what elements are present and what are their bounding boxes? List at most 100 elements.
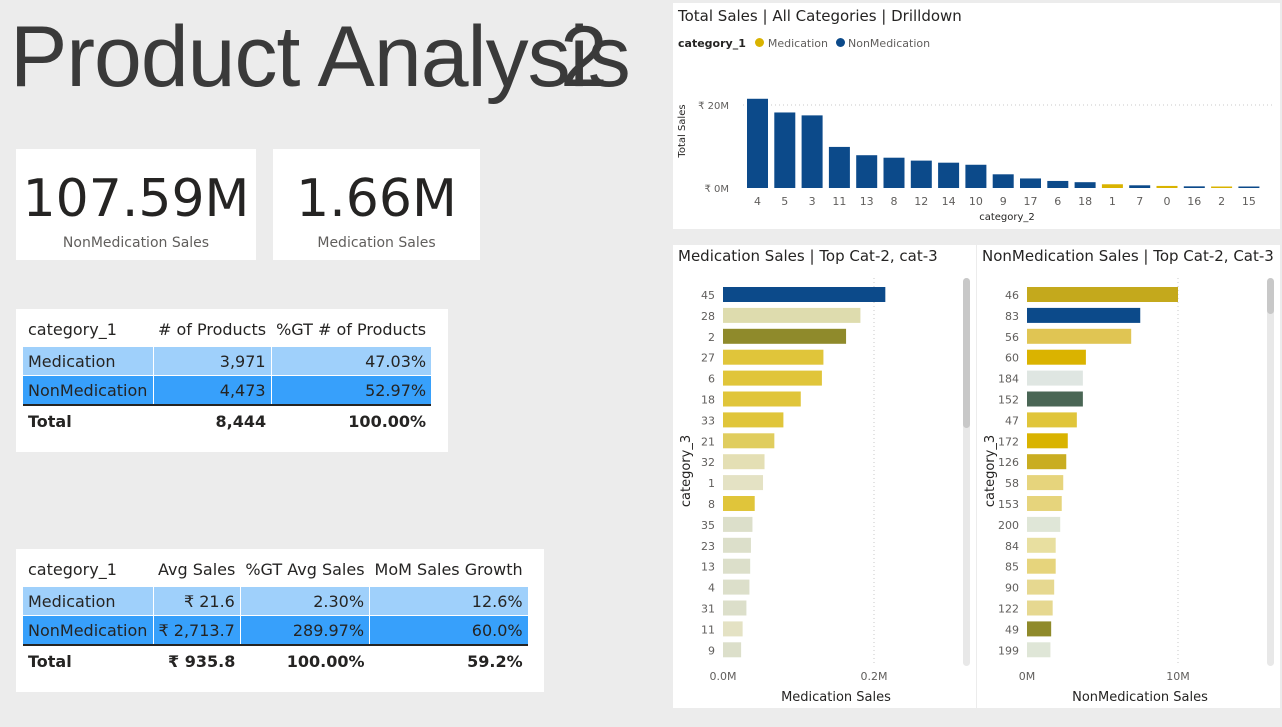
legend-medication[interactable]: Medication: [767, 37, 828, 50]
x-tick-label: 3: [809, 195, 816, 208]
row-label: NonMedication: [23, 375, 153, 405]
column-header[interactable]: MoM Sales Growth: [374, 559, 523, 579]
column-header[interactable]: Avg Sales: [158, 559, 236, 579]
bar: [801, 115, 823, 188]
bar: [1027, 391, 1083, 407]
y-tick-label: 90: [1005, 582, 1019, 595]
column-header[interactable]: category_1: [28, 559, 117, 579]
column-header[interactable]: category_1: [28, 319, 117, 339]
y-axis-title: category_3: [983, 435, 998, 507]
y-tick-label: ₹ 20M: [698, 101, 729, 112]
bar: [723, 391, 801, 407]
sales-matrix-card[interactable]: category_1 Avg Sales %GT Avg Sales MoM S…: [16, 549, 544, 692]
cell: 8,444: [153, 404, 272, 436]
products-matrix-card[interactable]: category_1 # of Products %GT # of Produc…: [16, 309, 448, 452]
y-tick-label: 33: [701, 414, 715, 427]
x-tick-label: 10: [969, 195, 983, 208]
medication-sales-chart-card[interactable]: Medication Sales | Top Cat-2, cat-3 45 28…: [673, 245, 976, 708]
x-axis-title: NonMedication Sales: [1072, 690, 1208, 705]
page-title-overlay: 2: [560, 9, 608, 105]
row-label: NonMedication: [23, 615, 153, 645]
bar: [774, 112, 796, 188]
bar: [723, 516, 753, 532]
bar: [1211, 186, 1233, 188]
kpi-label: Medication Sales: [317, 235, 436, 251]
total-row: Total ₹ 935.8 100.00% 59.2%: [23, 644, 528, 676]
x-tick-label: 12: [914, 195, 928, 208]
y-tick-label: 153: [998, 498, 1019, 511]
cell: 59.2%: [369, 644, 528, 676]
y-tick-label: 83: [1005, 310, 1019, 323]
table-row[interactable]: NonMedication 4,473 52.97%: [23, 375, 432, 405]
bar: [1027, 412, 1077, 428]
scrollbar[interactable]: [1267, 278, 1274, 666]
kpi-card-medication[interactable]: 1.66M Medication Sales: [273, 149, 480, 260]
kpi-value: 1.66M: [296, 169, 457, 229]
bar: [1027, 642, 1051, 658]
bar: [828, 146, 850, 188]
legend-title: category_1: [678, 37, 746, 50]
x-tick-label: 10M: [1166, 670, 1190, 683]
bar: [1027, 370, 1083, 386]
y-tick-label: 23: [701, 540, 715, 553]
x-tick-label: 18: [1078, 195, 1092, 208]
bar: [1129, 185, 1151, 188]
scrollbar[interactable]: [963, 278, 970, 666]
bar: [1027, 600, 1053, 616]
x-tick-label: 0.0M: [710, 670, 737, 683]
bar: [1074, 182, 1096, 188]
bar: [883, 157, 905, 188]
chart-title: Medication Sales | Top Cat-2, cat-3: [678, 247, 938, 265]
bar: [1027, 287, 1178, 302]
y-tick-label: 35: [701, 519, 715, 532]
bar: [965, 164, 987, 188]
table-row[interactable]: Medication ₹ 21.6 2.30% 12.6%: [23, 587, 528, 616]
y-tick-label: 60: [1005, 352, 1019, 365]
x-tick-label: 5: [781, 195, 788, 208]
x-axis-title: category_2: [979, 212, 1035, 223]
cell: 12.6%: [369, 587, 528, 616]
x-tick-label: 2: [1218, 195, 1225, 208]
x-tick-label: 0M: [1019, 670, 1036, 683]
y-tick-label: 46: [1005, 289, 1019, 302]
legend-medication-icon[interactable]: [755, 38, 765, 47]
row-label: Total: [23, 644, 153, 676]
bar: [1027, 516, 1061, 532]
scrollbar-thumb[interactable]: [1267, 278, 1274, 314]
scrollbar-thumb[interactable]: [963, 278, 970, 428]
bar: [723, 307, 861, 323]
y-tick-label: 122: [998, 603, 1019, 616]
kpi-value: 107.59M: [22, 169, 250, 229]
y-tick-label: 11: [701, 623, 715, 636]
y-tick-label: 49: [1005, 623, 1019, 636]
x-tick-label: 15: [1242, 195, 1256, 208]
legend-nonmedication-icon[interactable]: [835, 38, 845, 47]
kpi-label: NonMedication Sales: [62, 235, 210, 251]
bar: [1047, 180, 1069, 188]
bar: [1027, 307, 1141, 323]
bar: [910, 160, 932, 188]
x-axis-title: Medication Sales: [781, 690, 891, 705]
bar: [938, 162, 960, 188]
cell: ₹ 935.8: [153, 644, 241, 676]
table-row[interactable]: NonMedication ₹ 2,713.7 289.97% 60.0%: [23, 615, 528, 645]
y-axis-title: Total Sales: [677, 104, 688, 158]
y-tick-label: 4: [708, 582, 715, 595]
column-header[interactable]: %GT # of Products: [276, 319, 427, 339]
x-tick-label: 13: [860, 195, 874, 208]
bar: [723, 349, 824, 365]
kpi-card-nonmedication[interactable]: 107.59M NonMedication Sales: [16, 149, 256, 260]
bar: [1156, 185, 1178, 188]
total-sales-chart-card[interactable]: Total Sales | All Categories | Drilldown…: [673, 3, 1280, 229]
cell: 100.00%: [271, 404, 432, 436]
nonmedication-sales-chart-card[interactable]: NonMedication Sales | Top Cat-2, Cat-3 4…: [977, 245, 1280, 708]
bar: [723, 433, 775, 449]
column-header[interactable]: %GT Avg Sales: [245, 559, 365, 579]
legend-nonmedication[interactable]: NonMedication: [848, 37, 931, 50]
column-header[interactable]: # of Products: [158, 319, 267, 339]
products-matrix: category_1 # of Products %GT # of Produc…: [23, 311, 432, 436]
y-tick-label: 199: [998, 644, 1019, 657]
table-row[interactable]: Medication 3,971 47.03%: [23, 347, 432, 376]
cell: 3,971: [152, 347, 272, 376]
